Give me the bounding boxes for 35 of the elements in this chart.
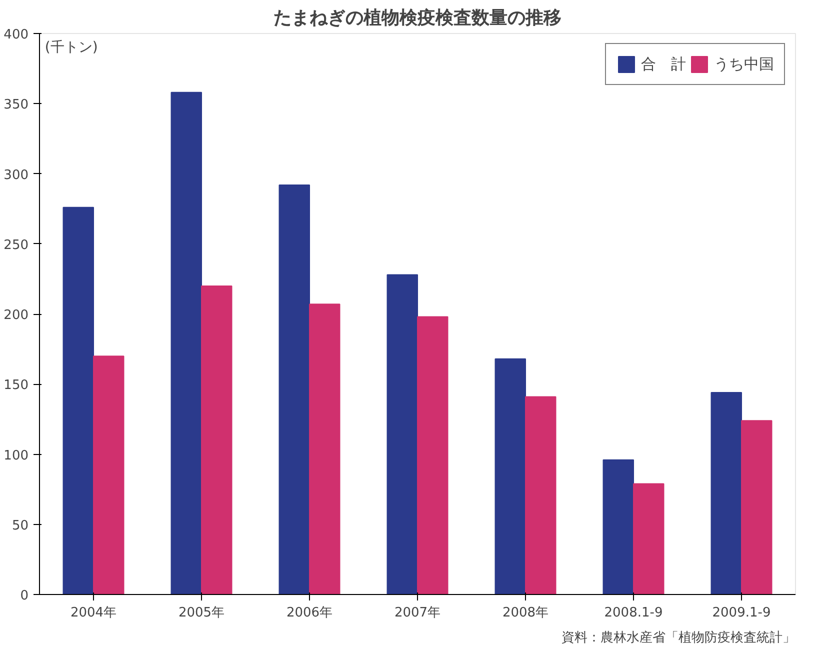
bar: [278, 184, 310, 594]
x-tick-label: 2006年: [286, 606, 333, 620]
y-tick-label: 100: [4, 448, 29, 464]
bar: [602, 459, 634, 594]
legend-label: うち中国: [714, 54, 774, 74]
y-tick-label: 250: [4, 238, 29, 253]
x-tick-label: 2008年: [502, 606, 549, 620]
chart-title: たまねぎの植物検疫検査数量の推移: [274, 8, 562, 28]
x-tick-label: 2007年: [394, 606, 441, 620]
bar: [494, 358, 526, 594]
bar: [170, 92, 202, 594]
x-tick-label: 2008.1-9: [604, 606, 663, 620]
bar: [633, 483, 664, 594]
y-tick-label: 50: [12, 518, 29, 534]
bar: [710, 392, 742, 594]
bar: [386, 274, 418, 594]
text: 資料：農林水産省「植物防疫検査統計」: [562, 630, 796, 646]
bar: [93, 356, 124, 594]
bar: [309, 304, 340, 594]
x-tick-label: 2009.1-9: [712, 606, 771, 620]
y-tick-label: 200: [4, 308, 29, 323]
bar: [741, 420, 772, 594]
bar: [525, 396, 556, 594]
y-axis-title: (千トン): [44, 40, 98, 56]
bar: [62, 206, 94, 594]
x-tick-label: 2004年: [70, 606, 117, 620]
legend-label: 合 計: [641, 54, 686, 74]
y-tick-label: 0: [20, 588, 29, 604]
y-tick-label: 350: [4, 98, 29, 113]
y-tick-label: 150: [4, 378, 29, 394]
y-tick-label: 400: [4, 28, 29, 42]
bar: [417, 316, 448, 594]
y-tick-label: 300: [4, 168, 29, 183]
x-tick-label: 2005年: [178, 606, 225, 620]
bar: [201, 285, 232, 594]
